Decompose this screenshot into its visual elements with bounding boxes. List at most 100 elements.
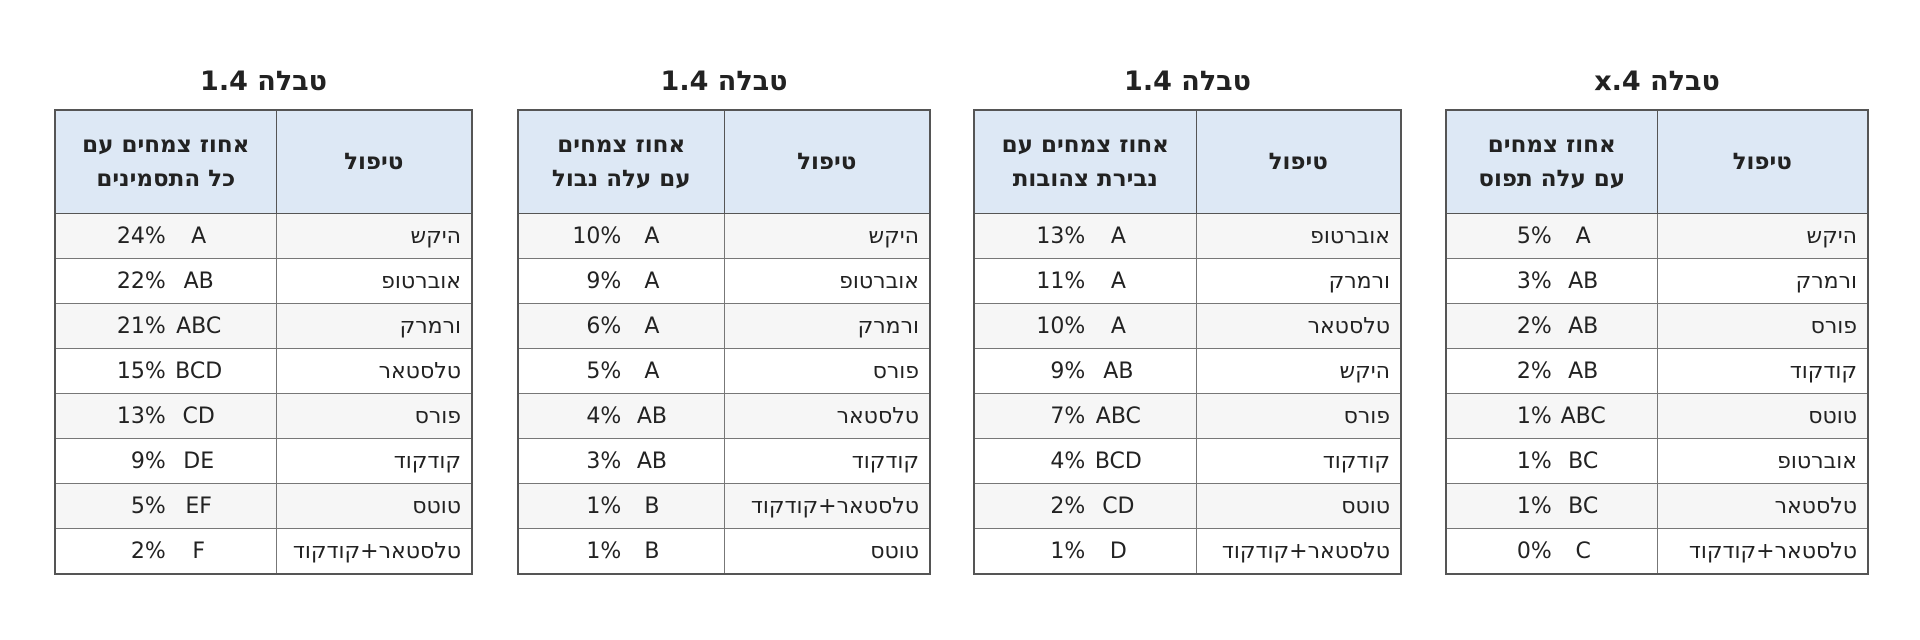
value-group: 5% A bbox=[1447, 224, 1657, 249]
percent: 0% bbox=[1516, 538, 1552, 564]
value-group: 1% ABC bbox=[1447, 404, 1657, 429]
percent: 15% bbox=[116, 358, 166, 384]
percent: 1% bbox=[1050, 538, 1086, 564]
value-group: 22% AB bbox=[56, 269, 276, 294]
value-group: 2% CD bbox=[975, 494, 1196, 519]
treatment-cell: טלסטאר bbox=[1195, 303, 1402, 349]
percent: 24% bbox=[116, 223, 166, 249]
significance-letter: AB bbox=[1568, 313, 1599, 339]
significance-letter: B bbox=[644, 538, 660, 564]
significance-letter: A bbox=[1110, 223, 1126, 249]
value-group: 9% A bbox=[519, 269, 724, 294]
header-row: טיפול אחוז צמחים עם כל התסמינים bbox=[54, 109, 473, 214]
data-table: טיפול אחוז צמחים עם נבירת צהובות אוברטופ 13… bbox=[973, 109, 1402, 575]
value-group: 2% AB bbox=[1447, 314, 1657, 339]
treatment-cell: אוברטופ bbox=[723, 258, 931, 304]
significance-letter: AB bbox=[1568, 358, 1599, 384]
value-cell: 1% B bbox=[517, 483, 725, 529]
value-group: 5% A bbox=[519, 359, 724, 384]
value-group: 1% D bbox=[975, 539, 1196, 564]
value-cell: 9% AB bbox=[973, 348, 1197, 394]
value-group: 4% BCD bbox=[975, 449, 1196, 474]
value-group: 13% CD bbox=[56, 404, 276, 429]
treatment-cell: טלסטאר+קודקוד bbox=[723, 483, 931, 529]
percent: 3% bbox=[1516, 268, 1552, 294]
treatment-cell: פורס bbox=[723, 348, 931, 394]
table-row: טלסטאר 10% A bbox=[973, 303, 1402, 349]
value-group: 10% A bbox=[975, 314, 1196, 339]
significance-letter: A bbox=[191, 223, 207, 249]
data-table: טיפול אחוז צמחים עם עלה תפוס היקש 5% A ורמרק 3… bbox=[1445, 109, 1869, 575]
treatment-cell: אוברטופ bbox=[1195, 213, 1402, 259]
table-row: היקש 24% A bbox=[54, 213, 473, 259]
table-row: פורס 13% CD bbox=[54, 393, 473, 439]
treatment-cell: טלסטאר bbox=[1656, 483, 1869, 529]
treatment-cell: ורמרק bbox=[1656, 258, 1869, 304]
header-cell: טיפול bbox=[275, 109, 473, 214]
value-group: 21% ABC bbox=[56, 314, 276, 339]
value-group: 4% AB bbox=[519, 404, 724, 429]
header-cell: טיפול bbox=[1195, 109, 1402, 214]
percent: 5% bbox=[130, 493, 166, 519]
table-row: ורמרק 11% A bbox=[973, 258, 1402, 304]
significance-letter: A bbox=[1110, 313, 1126, 339]
value-cell: 2% AB bbox=[1445, 348, 1658, 394]
table-row: אוברטופ 22% AB bbox=[54, 258, 473, 304]
treatment-cell: טלסטאר+קודקוד bbox=[1656, 528, 1869, 575]
table-row: טלסטאר+קודקוד 1% D bbox=[973, 528, 1402, 575]
value-group: 2% F bbox=[56, 539, 276, 564]
value-group: 0% C bbox=[1447, 539, 1657, 564]
significance-letter: C bbox=[1575, 538, 1591, 564]
header-row: טיפול אחוז צמחים עם עלה נבול bbox=[517, 109, 931, 214]
significance-letter: A bbox=[644, 313, 660, 339]
value-cell: 1% BC bbox=[1445, 438, 1658, 484]
value-cell: 5% EF bbox=[54, 483, 277, 529]
table-row: טלסטאר+קודקוד 2% F bbox=[54, 528, 473, 575]
header-cell: אחוז צמחים עם עלה נבול bbox=[517, 109, 725, 214]
significance-letter: CD bbox=[1102, 493, 1135, 519]
percent: 1% bbox=[1516, 493, 1552, 519]
significance-letter: A bbox=[644, 358, 660, 384]
percent: 4% bbox=[586, 403, 622, 429]
percent: 9% bbox=[1050, 358, 1086, 384]
treatment-cell: ורמרק bbox=[275, 303, 473, 349]
treatment-cell: קודקוד bbox=[1195, 438, 1402, 484]
significance-letter: ABC bbox=[1560, 403, 1606, 429]
header-cell: אחוז צמחים עם כל התסמינים bbox=[54, 109, 277, 214]
table-row: קודקוד 3% AB bbox=[517, 438, 931, 484]
value-cell: 10% A bbox=[973, 303, 1197, 349]
value-group: 1% BC bbox=[1447, 449, 1657, 474]
value-group: 1% B bbox=[519, 494, 724, 519]
table-row: ורמרק 6% A bbox=[517, 303, 931, 349]
significance-letter: A bbox=[644, 268, 660, 294]
header-cell: טיפול bbox=[723, 109, 931, 214]
table-title: טבלה 1.4 bbox=[200, 66, 327, 97]
table-row: פורס 5% A bbox=[517, 348, 931, 394]
table-title: טבלה 1.4 bbox=[1124, 66, 1251, 97]
treatment-cell: היקש bbox=[1195, 348, 1402, 394]
header-cell: אחוז צמחים עם עלה תפוס bbox=[1445, 109, 1658, 214]
significance-letter: F bbox=[192, 538, 206, 564]
percent: 13% bbox=[116, 403, 166, 429]
table-block: טבלה 1.4 טיפול אחוז צמחים עם נבירת צהובות א… bbox=[973, 62, 1402, 575]
significance-letter: A bbox=[1110, 268, 1126, 294]
percent: 9% bbox=[586, 268, 622, 294]
table-title: טבלה 1.4 bbox=[660, 66, 788, 97]
percent: 21% bbox=[116, 313, 166, 339]
percent: 2% bbox=[130, 538, 166, 564]
table-row: טוטס 1% B bbox=[517, 528, 931, 575]
table-row: אוברטופ 9% A bbox=[517, 258, 931, 304]
table-row: טוטס 2% CD bbox=[973, 483, 1402, 529]
treatment-cell: היקש bbox=[1656, 213, 1869, 259]
table-row: קודקוד 4% BCD bbox=[973, 438, 1402, 484]
value-group: 5% EF bbox=[56, 494, 276, 519]
value-cell: 5% A bbox=[517, 348, 725, 394]
value-cell: 3% AB bbox=[1445, 258, 1658, 304]
value-group: 3% AB bbox=[519, 449, 724, 474]
percent: 9% bbox=[130, 448, 166, 474]
table-row: ורמרק 21% ABC bbox=[54, 303, 473, 349]
percent: 5% bbox=[1516, 223, 1552, 249]
percent: 6% bbox=[586, 313, 622, 339]
percent: 1% bbox=[1516, 403, 1552, 429]
